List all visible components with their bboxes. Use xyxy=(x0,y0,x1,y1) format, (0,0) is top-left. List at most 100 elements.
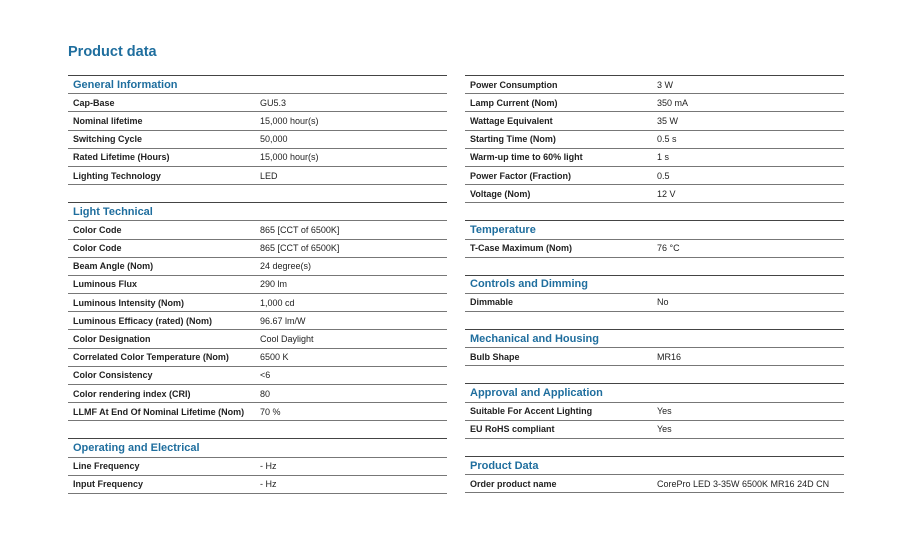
spec-row: Order product name CorePro LED 3-35W 6500… xyxy=(465,475,844,494)
spec-value: 24 degree(s) xyxy=(260,261,312,272)
spec-value: 1,000 cd xyxy=(260,297,295,308)
spec-value: No xyxy=(657,297,669,308)
spec-section: Power Consumption 3 W Lamp Current (Nom) 35… xyxy=(465,75,844,204)
spec-row: Voltage (Nom) 12 V xyxy=(465,185,844,204)
spec-label: Wattage Equivalent xyxy=(470,115,553,126)
spec-section: Operating and Electrical Line Frequency - … xyxy=(68,438,447,494)
spec-value: 12 V xyxy=(657,188,676,199)
spec-value: <6 xyxy=(260,370,271,381)
spec-value: 865 [CCT of 6500K] xyxy=(260,243,340,254)
spec-row: Color rendering index (CRI) 80 xyxy=(68,385,447,404)
spec-label: Nominal lifetime xyxy=(73,115,143,126)
spec-value: Cool Daylight xyxy=(260,334,314,345)
spec-label: Color Code xyxy=(73,224,122,235)
spec-label: Lamp Current (Nom) xyxy=(470,97,558,108)
spec-row: Starting Time (Nom) 0.5 s xyxy=(465,131,844,149)
spec-label: Line Frequency xyxy=(73,461,140,472)
spec-label: T-Case Maximum (Nom) xyxy=(470,243,573,254)
spec-section: Mechanical and Housing Bulb Shape MR16 xyxy=(465,329,844,367)
spec-label: Color rendering index (CRI) xyxy=(73,388,191,399)
spec-value: 96.67 lm/W xyxy=(260,315,306,326)
spec-label: Suitable For Accent Lighting xyxy=(470,406,593,417)
spec-section: Light Technical Color Code 865 [CCT of 650… xyxy=(68,202,447,422)
section-heading: Approval and Application xyxy=(465,384,844,403)
spec-value: 80 xyxy=(260,388,271,399)
spec-row: Bulb Shape MR16 xyxy=(465,348,844,367)
section-heading: Light Technical xyxy=(68,203,447,222)
spec-row: Power Factor (Fraction) 0.5 xyxy=(465,167,844,186)
spec-row: Luminous Intensity (Nom) 1,000 cd xyxy=(68,294,447,313)
spec-label: LLMF At End Of Nominal Lifetime (Nom) xyxy=(73,406,245,417)
spec-value: 50,000 xyxy=(260,134,288,145)
section-heading: Controls and Dimming xyxy=(465,276,844,294)
spec-value: 6500 K xyxy=(260,352,289,363)
spec-label: Dimmable xyxy=(470,297,514,308)
spec-row: Input Frequency - Hz xyxy=(68,476,447,494)
spec-row: Beam Angle (Nom) 24 degree(s) xyxy=(68,258,447,276)
spec-value: - Hz xyxy=(260,461,277,472)
spec-value: 0.5 xyxy=(657,170,670,181)
spec-row: Dimmable No xyxy=(465,294,844,313)
spec-row: Switching Cycle 50,000 xyxy=(68,131,447,149)
spec-row: EU RoHS compliant Yes xyxy=(465,421,844,439)
section-heading: Mechanical and Housing xyxy=(465,330,844,349)
spec-value: - Hz xyxy=(260,479,277,490)
spec-value: 290 lm xyxy=(260,279,288,290)
section-heading: Temperature xyxy=(465,221,844,240)
spec-value: GU5.3 xyxy=(260,97,287,108)
spec-label: Bulb Shape xyxy=(470,351,520,362)
spec-label: Luminous Efficacy (rated) (Nom) xyxy=(73,315,213,326)
spec-value: Yes xyxy=(657,406,672,417)
section-heading: Operating and Electrical xyxy=(68,439,447,458)
spec-value: MR16 xyxy=(657,351,682,362)
spec-value: LED xyxy=(260,170,278,181)
section-heading: Product Data xyxy=(465,457,844,476)
spec-value: Yes xyxy=(657,424,672,435)
spec-row: Line Frequency - Hz xyxy=(68,458,447,476)
spec-row: Rated Lifetime (Hours) 15,000 hour(s) xyxy=(68,149,447,167)
spec-label: Lighting Technology xyxy=(73,170,161,181)
spec-value: 350 mA xyxy=(657,97,689,108)
spec-label: Order product name xyxy=(470,478,557,489)
section-heading: General Information xyxy=(68,76,447,95)
spec-label: Switching Cycle xyxy=(73,134,143,145)
spec-value: CorePro LED 3-35W 6500K MR16 24D CN xyxy=(657,478,830,489)
right-spec-column: Power Consumption 3 W Lamp Current (Nom) 35… xyxy=(465,75,844,510)
spec-label: Color Designation xyxy=(73,334,151,345)
spec-value: 1 s xyxy=(657,152,670,163)
spec-label: Power Factor (Fraction) xyxy=(470,170,572,181)
spec-row: Suitable For Accent Lighting Yes xyxy=(465,403,844,421)
spec-row: LLMF At End Of Nominal Lifetime (Nom) 70 … xyxy=(68,403,447,422)
spec-row: Lamp Current (Nom) 350 mA xyxy=(465,94,844,113)
spec-row: Luminous Flux 290 lm xyxy=(68,276,447,295)
spec-value: 15,000 hour(s) xyxy=(260,152,319,163)
spec-label: Starting Time (Nom) xyxy=(470,134,556,145)
spec-row: Power Consumption 3 W xyxy=(465,76,844,95)
spec-row: Lighting Technology LED xyxy=(68,167,447,186)
spec-section: Product Data Order product name CorePro LE… xyxy=(465,456,844,494)
spec-label: Rated Lifetime (Hours) xyxy=(73,152,170,163)
spec-label: Input Frequency xyxy=(73,479,144,490)
spec-row: Wattage Equivalent 35 W xyxy=(465,112,844,131)
spec-section: Controls and Dimming Dimmable No xyxy=(465,274,844,313)
spec-value: 0.5 s xyxy=(657,134,677,145)
spec-row: Luminous Efficacy (rated) (Nom) 96.67 lm/… xyxy=(68,312,447,331)
spec-row: Color Designation Cool Daylight xyxy=(68,330,447,349)
spec-label: Voltage (Nom) xyxy=(470,188,531,199)
page-title: Product data xyxy=(68,44,157,60)
spec-value: 15,000 hour(s) xyxy=(260,115,319,126)
spec-row: Color Code 865 [CCT of 6500K] xyxy=(68,221,447,240)
spec-row: Correlated Color Temperature (Nom) 6500 K xyxy=(68,349,447,367)
spec-section: Temperature T-Case Maximum (Nom) 76 °C xyxy=(465,220,844,258)
spec-label: Beam Angle (Nom) xyxy=(73,261,154,272)
spec-row: Nominal lifetime 15,000 hour(s) xyxy=(68,112,447,131)
spec-value: 70 % xyxy=(260,406,281,417)
spec-label: Luminous Intensity (Nom) xyxy=(73,297,184,308)
spec-row: Color Consistency <6 xyxy=(68,367,447,385)
spec-row: Color Code 865 [CCT of 6500K] xyxy=(68,240,447,258)
spec-label: Correlated Color Temperature (Nom) xyxy=(73,352,229,363)
spec-row: Warm-up time to 60% light 1 s xyxy=(465,149,844,167)
spec-label: Warm-up time to 60% light xyxy=(470,152,583,163)
spec-value: 865 [CCT of 6500K] xyxy=(260,224,340,235)
spec-row: Cap-Base GU5.3 xyxy=(68,94,447,113)
